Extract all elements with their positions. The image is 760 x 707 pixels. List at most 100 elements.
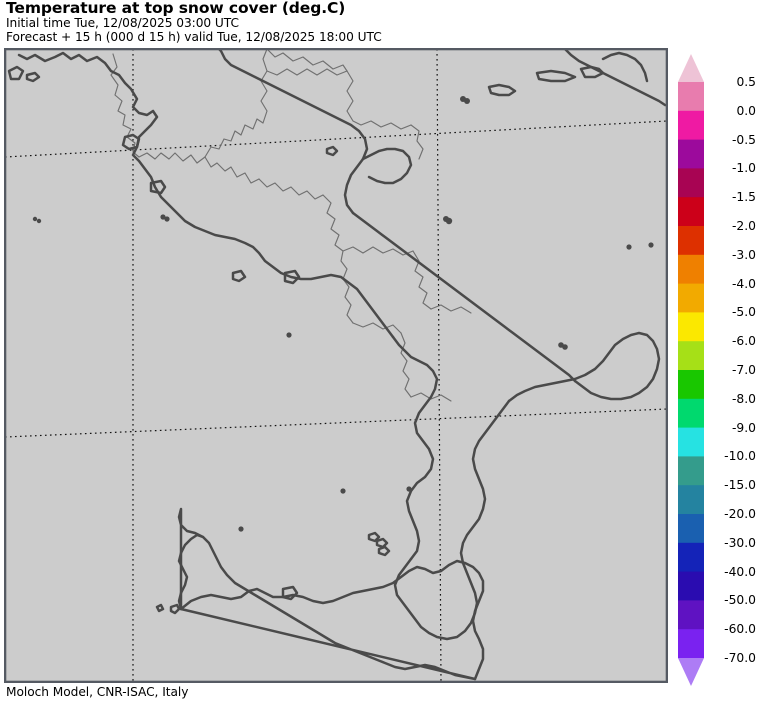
colorbar-tick-label: -2.0 bbox=[732, 219, 756, 233]
colorbar-tick-label: -30.0 bbox=[724, 535, 756, 550]
colorbar-tick-label: -60.0 bbox=[724, 622, 756, 637]
colorbar[interactable] bbox=[678, 54, 704, 686]
border-campania-south bbox=[340, 250, 354, 324]
colorbar-band bbox=[678, 398, 704, 428]
colorbar-band bbox=[678, 370, 704, 400]
coast-sicily-north bbox=[179, 559, 485, 681]
settlement-dot bbox=[460, 96, 466, 102]
coastlines bbox=[7, 49, 667, 681]
colorbar-band bbox=[678, 629, 704, 659]
graticule-meridian-2 bbox=[436, 49, 442, 682]
border-lazio-inner bbox=[204, 156, 260, 184]
colorbar-tick-label: -70.0 bbox=[724, 651, 756, 665]
forecast-valid-line: Forecast + 15 h (000 d 15 h) valid Tue, … bbox=[6, 29, 382, 44]
colorbar-band bbox=[678, 110, 704, 140]
header: Temperature at top snow cover (deg.C) In… bbox=[6, 0, 666, 44]
border-lazio-north bbox=[138, 152, 206, 164]
border-campania-north bbox=[258, 178, 324, 200]
colorbar-tick-label: -15.0 bbox=[724, 478, 756, 493]
colorbar-tick-label: -40.0 bbox=[724, 564, 756, 579]
colorbar-extend-top bbox=[678, 54, 704, 82]
border-calabria-north bbox=[400, 332, 412, 398]
coast-calabria-west bbox=[391, 335, 439, 561]
coast-dalmatia bbox=[563, 49, 667, 107]
settlement-dot bbox=[160, 214, 166, 220]
border-marche-south bbox=[266, 68, 348, 76]
colorbar-band bbox=[678, 168, 704, 198]
colorbar-band bbox=[678, 312, 704, 342]
coast-adriatic-south bbox=[351, 211, 577, 383]
lake-bolsena bbox=[121, 133, 141, 151]
coast-calabria-east bbox=[393, 399, 511, 641]
colorbar-tick-label: -8.0 bbox=[732, 391, 756, 406]
colorbar-band-group bbox=[678, 82, 704, 659]
border-basilicata-north bbox=[342, 246, 414, 256]
border-molise-east bbox=[410, 124, 424, 160]
island-croatia-3 bbox=[579, 65, 605, 79]
colorbar-band bbox=[678, 600, 704, 630]
map-settlement-dots bbox=[32, 96, 564, 532]
colorbar-tick-label: -10.0 bbox=[724, 449, 756, 464]
lake-matese bbox=[231, 269, 247, 283]
model-credit: Moloch Model, CNR-ISAC, Italy bbox=[6, 685, 189, 699]
border-tuscany-west bbox=[110, 53, 140, 158]
island-tremiti bbox=[325, 145, 339, 157]
colorbar-tick-label: -4.0 bbox=[732, 276, 756, 291]
map-background bbox=[5, 49, 667, 682]
map-dot bbox=[648, 242, 654, 248]
island-egadi-2 bbox=[155, 603, 165, 613]
coast-sicily-south bbox=[177, 507, 477, 681]
colorbar-band bbox=[678, 82, 704, 112]
border-basilicata-east bbox=[430, 304, 472, 314]
settlement-dot bbox=[286, 332, 292, 338]
map-dot bbox=[164, 216, 170, 222]
colorbar-extend-bottom bbox=[678, 658, 704, 686]
island-croatia-2 bbox=[535, 69, 577, 83]
colorbar-band bbox=[678, 485, 704, 515]
colorbar-band bbox=[678, 571, 704, 601]
colorbar-band bbox=[678, 341, 704, 371]
colorbar-band bbox=[678, 139, 704, 169]
island-croatia-1 bbox=[487, 83, 517, 97]
border-basilicata-south bbox=[352, 322, 402, 334]
colorbar-band bbox=[678, 514, 704, 544]
colorbar-tick-label: -5.0 bbox=[732, 305, 756, 320]
settlement-dot bbox=[558, 342, 564, 348]
coast-adriatic-north bbox=[217, 49, 369, 215]
map-frame bbox=[5, 49, 667, 682]
map-dot bbox=[36, 218, 42, 224]
colorbar-band bbox=[678, 427, 704, 457]
map-dot bbox=[626, 244, 632, 250]
settlement-dot bbox=[340, 488, 346, 494]
colorbar-tick-label: -6.0 bbox=[732, 334, 756, 349]
border-campania-east bbox=[322, 194, 344, 252]
map-panel[interactable] bbox=[4, 48, 668, 683]
island-elba bbox=[7, 65, 25, 81]
lake-bracciano bbox=[149, 179, 167, 195]
colorbar-band bbox=[678, 456, 704, 486]
colorbar-tick-label: -1.0 bbox=[732, 161, 756, 176]
border-emilia-south bbox=[266, 49, 348, 72]
colorbar-tick-label: -9.0 bbox=[732, 420, 756, 435]
colorbar-tick-label: -7.0 bbox=[732, 363, 756, 377]
island-giglio bbox=[25, 71, 41, 83]
map-canvas[interactable] bbox=[5, 49, 667, 682]
colorbar-band bbox=[678, 197, 704, 227]
lake-sicily bbox=[281, 585, 299, 601]
settlement-dot bbox=[406, 486, 412, 492]
settlement-dot bbox=[443, 216, 449, 222]
colorbar-tick-label: -3.0 bbox=[732, 247, 756, 262]
settlement-dot bbox=[238, 526, 244, 532]
lake-occhito bbox=[283, 269, 301, 285]
colorbar-band bbox=[678, 226, 704, 256]
initial-time-line: Initial time Tue, 12/08/2025 03:00 UTC bbox=[6, 16, 239, 30]
graticule-parallel-2 bbox=[5, 408, 667, 438]
colorbar-swatches[interactable] bbox=[678, 54, 704, 686]
island-egadi-1 bbox=[169, 603, 181, 615]
island-aeolian-2 bbox=[375, 537, 389, 549]
page-title: Temperature at top snow cover (deg.C) bbox=[6, 0, 346, 17]
colorbar-band bbox=[678, 283, 704, 313]
border-abruzzo bbox=[346, 70, 412, 130]
colorbar-labels: 0.5 0.0 -0.5 -1.0 -1.5 -2.0 -3.0 -4.0 -5.0 -6.0 -7… bbox=[712, 54, 760, 686]
